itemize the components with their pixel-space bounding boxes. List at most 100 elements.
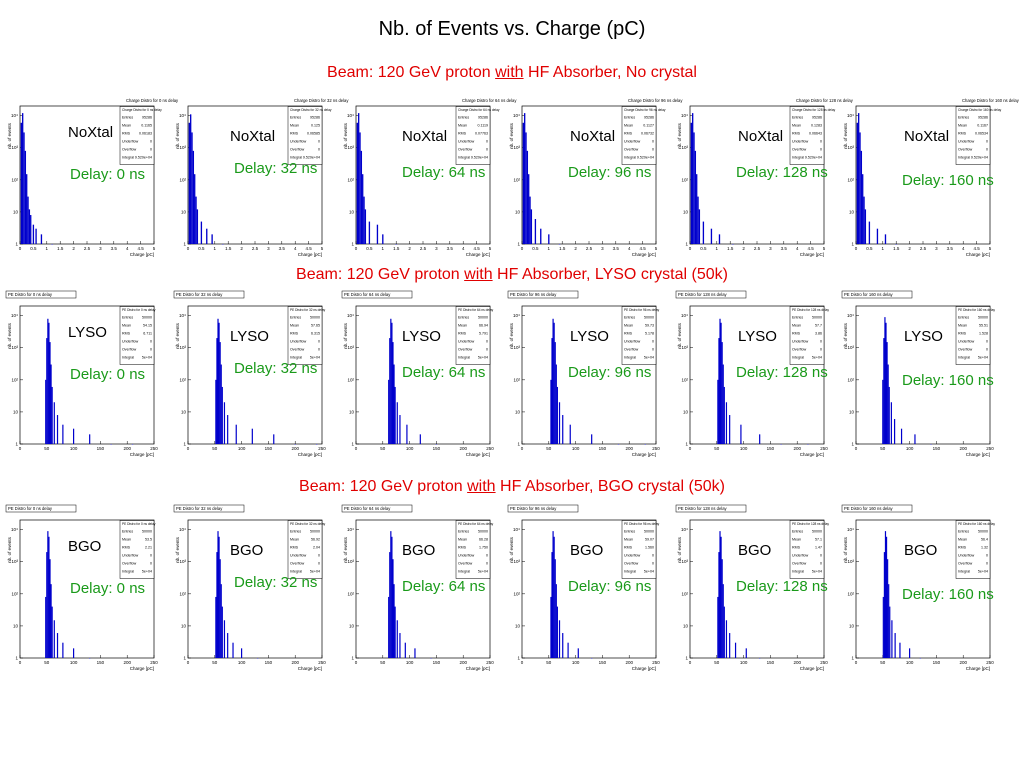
histogram-bar [745,648,747,658]
x-tick-label: 1.5 [893,246,900,251]
stats-key: RMS [958,546,967,550]
histogram-bar [388,379,390,444]
stats-box [287,106,323,165]
y-tick-label: 10 [849,409,855,414]
stats-value: 95286 [142,116,152,120]
crystal-label: NoXtal [904,128,950,145]
histogram-bar [693,132,695,244]
stats-value: 0 [486,340,488,344]
stats-value: 0 [318,348,320,352]
x-tick-label: 2.5 [586,246,593,251]
histogram-bar [882,379,884,444]
x-tick-label: 250 [318,660,326,665]
x-tick-label: 100 [406,660,414,665]
y-tick-label: 1 [851,442,854,447]
stats-key: Overflow [290,348,305,352]
y-axis-title: nb. of events [509,122,514,149]
histogram-bar [759,434,761,444]
stats-key: Entries [290,530,301,534]
stats-value: 3.86 [815,332,822,336]
stats-key: Entries [792,316,803,320]
histogram-panel: PE Distro for 128 ns delay 1 10 10² 10³ 10⁴ 0 5… [675,504,836,672]
histogram-bar [551,338,553,444]
y-tick-label: 10 [349,409,355,414]
histogram-bar [552,318,554,444]
y-tick-label: 10³ [347,145,354,150]
y-tick-label: 10⁴ [681,113,688,118]
histogram-bar [722,364,724,444]
histogram-title-box [675,290,747,299]
histogram-bar [51,386,53,444]
stats-key: Entries [290,116,301,120]
histogram-bar [732,244,734,245]
histogram-bar [740,424,742,444]
x-tick-label: 50 [380,446,386,451]
delay-label: Delay: 64 ns [402,578,486,595]
histogram-bar [550,379,552,444]
x-tick-label: 3 [935,246,938,251]
stats-key: Mean [458,124,467,128]
histogram-bar [876,228,879,244]
histogram-bar [227,633,229,658]
stats-key: RMS [624,546,633,550]
stats-key: Entries [624,530,635,534]
stats-key: RMS [624,132,633,136]
histogram-bar [696,174,698,244]
x-tick-label: 250 [150,446,158,451]
stats-value: 50000 [812,530,822,534]
histogram-bar [216,338,218,444]
histogram-bar [49,342,51,444]
x-tick-label: 200 [625,446,633,451]
stats-key: Overflow [290,562,305,566]
y-tick-label: 10² [847,377,854,382]
y-tick-label: 10 [849,623,855,628]
histogram-panel: Charge Distro for 128 ns delay 1 10 10² 10³ 1… [676,98,854,258]
stats-value: 0 [486,562,488,566]
histogram-bar [719,318,721,444]
crystal-label: LYSO [738,328,777,345]
delay-label: Delay: 128 ns [736,578,828,595]
y-axis-title: nb. of events [343,322,348,349]
histogram-bar [49,559,51,658]
stats-value: 0 [820,554,822,558]
histogram-panel: Charge Distro for 64 ns delay 1 10 10² 10³ 10… [342,98,517,258]
stats-title: PE Distro for 0 ns delay [122,522,156,526]
x-tick-label: 0 [19,660,22,665]
histogram-bar [219,559,221,658]
histogram-title: PE Distro for 96 ns delay [510,292,557,297]
stats-key: Overflow [122,562,137,566]
y-tick-label: 10 [683,409,689,414]
stats-key: Entries [624,116,635,120]
stats-value: 5e+04 [812,356,822,360]
y-tick-label: 10⁴ [11,313,18,318]
stats-value: 6.315 [311,332,320,336]
histogram-panel: PE Distro for 0 ns delay 1 10 10² 10³ 10⁴ 0 50 1… [5,504,166,672]
histogram-bar [215,596,217,658]
x-axis-title: Charge [pC] [966,252,990,257]
stats-title: Charge Distro for 32 ns delay [290,108,332,112]
x-tick-label: 2.5 [754,246,761,251]
histogram-bar [24,150,27,244]
stats-key: Integral [290,570,302,574]
x-tick-label: 150 [933,660,941,665]
y-tick-label: 1 [15,656,18,661]
histogram-bar [702,221,705,244]
stats-value: 0.1127 [643,124,654,128]
stats-title: PE Distro for 0 ns delay [122,308,156,312]
stats-key: Mean [624,324,633,328]
histogram-bar [644,444,646,445]
histogram-bar [717,596,719,658]
x-tick-label: 3.5 [947,246,954,251]
x-tick-label: 200 [291,660,299,665]
y-tick-label: 10 [515,623,521,628]
x-axis-title: Charge [pC] [800,452,824,457]
stats-key: Integral [290,156,302,160]
y-tick-label: 10⁴ [847,113,854,118]
stats-box [119,520,155,579]
x-tick-label: 200 [123,660,131,665]
histogram-bar [47,531,49,658]
histogram-bar [56,415,59,444]
delay-label: Delay: 32 ns [234,574,318,591]
x-tick-label: 50 [44,660,50,665]
y-tick-label: 10 [349,623,355,628]
